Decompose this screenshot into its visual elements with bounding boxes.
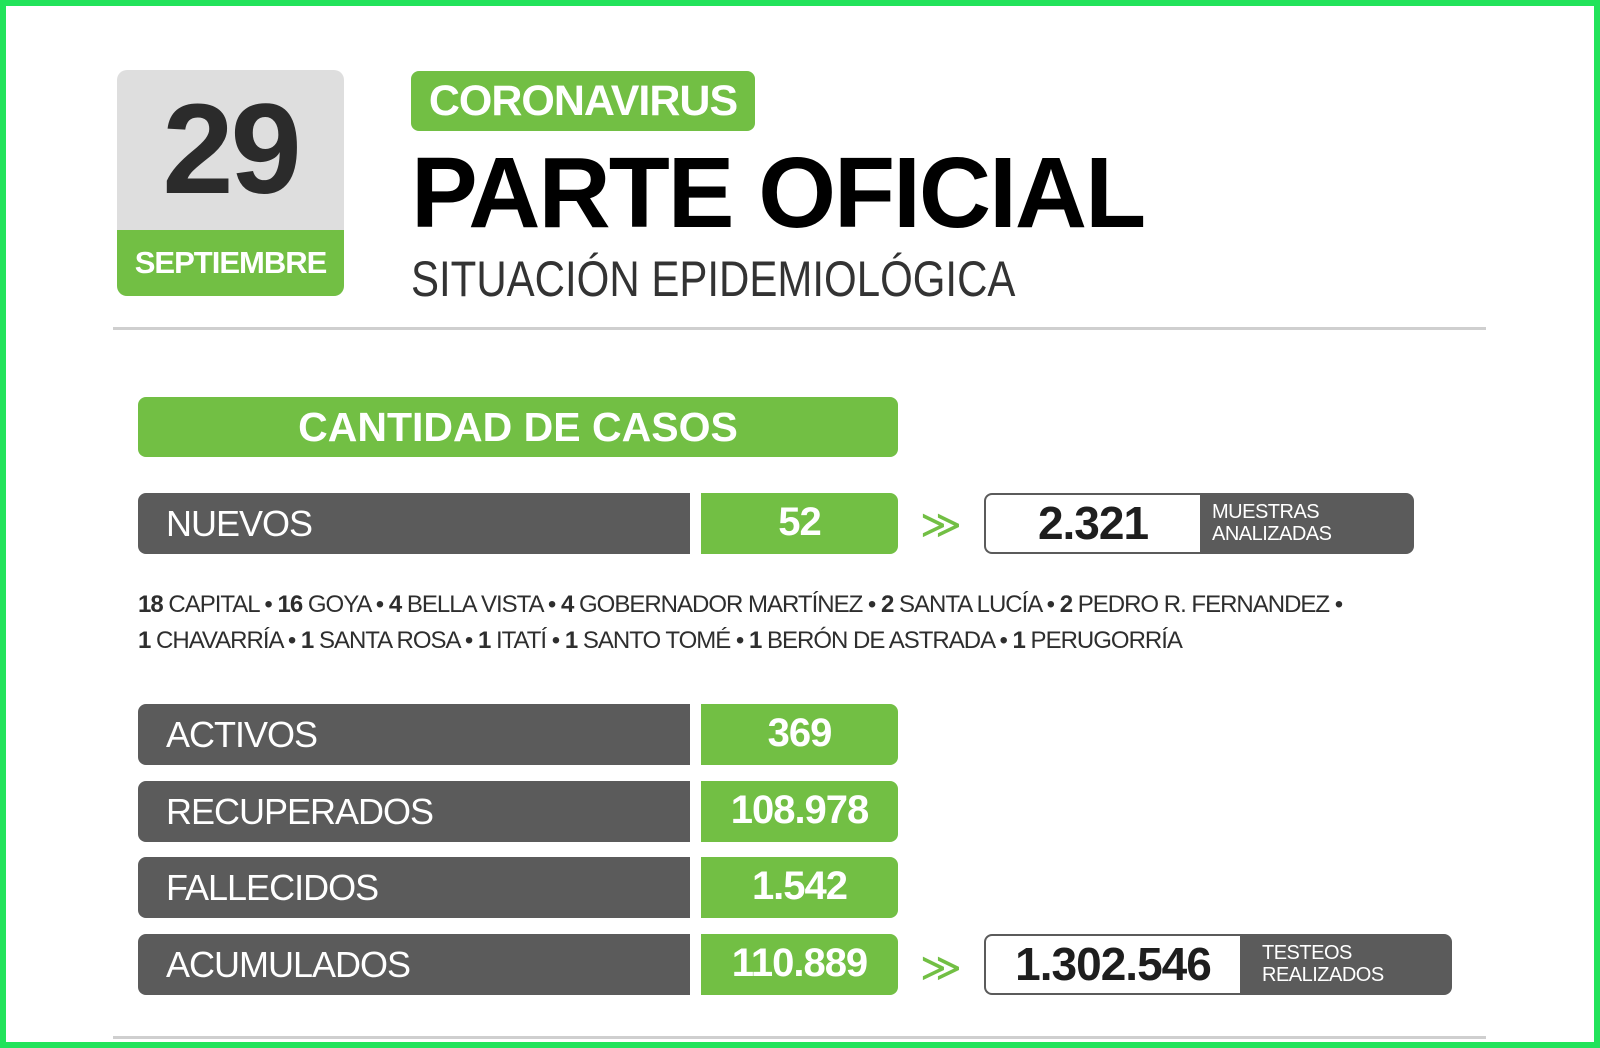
testeos-caption-line1: TESTEOS [1262, 942, 1352, 964]
locality-item: 1 PERUGORRÍA [1012, 627, 1183, 654]
locality-item: 4 GOBERNADOR MARTÍNEZ [560, 591, 863, 618]
locality-name: CHAVARRÍA [150, 627, 283, 654]
row-recuperados: RECUPERADOS 108.978 [138, 781, 898, 842]
row-acumulados: ACUMULADOS 110.889 [138, 934, 898, 995]
locality-separator: • [282, 627, 301, 654]
locality-item: 4 BELLA VISTA [388, 591, 543, 618]
locality-item: 1 CHAVARRÍA [138, 627, 283, 654]
locality-separator: • [862, 591, 881, 618]
row-label: NUEVOS [138, 493, 690, 554]
muestras-caption: MUESTRAS ANALIZADAS [1200, 493, 1414, 554]
testeos-caption: TESTEOS REALIZADOS [1240, 934, 1452, 995]
muestras-caption-line2: ANALIZADAS [1212, 523, 1332, 545]
locality-count: 18 [138, 591, 164, 618]
locality-name: BELLA VISTA [401, 591, 543, 618]
locality-count: 16 [277, 591, 303, 618]
locality-separator: • [993, 627, 1013, 654]
locality-count: 1 [749, 627, 762, 654]
locality-count: 2 [880, 591, 894, 618]
locality-name: SANTA LUCÍA [893, 591, 1042, 618]
locality-name: ITATÍ [490, 627, 547, 654]
locality-separator: • [1040, 591, 1060, 618]
locality-separator: • [258, 591, 278, 618]
locality-name: SANTO TOMÉ [577, 627, 731, 654]
muestras-caption-line1: MUESTRAS [1212, 501, 1320, 523]
locality-item: 1 SANTO TOMÉ [564, 627, 731, 654]
coronavirus-tag: CORONAVIRUS [411, 71, 755, 131]
row-value: 108.978 [701, 781, 898, 842]
locality-name: SANTA ROSA [313, 627, 460, 654]
page-title: PARTE OFICIAL [411, 137, 1146, 249]
row-label: ACTIVOS [138, 704, 690, 765]
row-label: RECUPERADOS [138, 781, 690, 842]
chevron-right-icon: ≫ [920, 946, 962, 990]
locality-count: 4 [560, 591, 574, 618]
locality-item: 1 BERÓN DE ASTRADA [749, 627, 995, 654]
locality-name: PERUGORRÍA [1024, 627, 1183, 654]
locality-name: CAPITAL [162, 591, 259, 618]
locality-item: 2 SANTA LUCÍA [880, 591, 1042, 618]
locality-name: GOBERNADOR MARTÍNEZ [573, 591, 863, 618]
row-value: 110.889 [701, 934, 898, 995]
locality-separator: • [1329, 591, 1343, 618]
section-title: CANTIDAD DE CASOS [138, 397, 898, 457]
locality-separator: • [542, 591, 561, 618]
locality-separator: • [459, 627, 478, 654]
locality-count: 1 [564, 627, 578, 654]
locality-name: PEDRO R. FERNANDEZ [1072, 591, 1330, 618]
testeos-caption-line2: REALIZADOS [1262, 964, 1384, 986]
locality-name: GOYA [302, 591, 371, 618]
locality-count: 1 [300, 627, 314, 654]
locality-count: 2 [1059, 591, 1073, 618]
muestras-value: 2.321 [984, 493, 1200, 554]
locality-separator: • [546, 627, 565, 654]
chevron-right-icon: ≫ [920, 503, 962, 547]
row-nuevos: NUEVOS 52 [138, 493, 898, 554]
row-label: FALLECIDOS [138, 857, 690, 918]
bottom-divider [113, 1036, 1486, 1039]
page-subtitle: SITUACIÓN EPIDEMIOLÓGICA [411, 251, 1016, 307]
locality-separator: • [370, 591, 389, 618]
locality-count: 1 [477, 627, 491, 654]
date-badge: 29 SEPTIEMBRE [117, 70, 344, 296]
row-fallecidos: FALLECIDOS 1.542 [138, 857, 898, 918]
row-value: 1.542 [701, 857, 898, 918]
locality-item: 1 SANTA ROSA [300, 627, 460, 654]
date-day: 29 [117, 70, 344, 230]
locality-count: 4 [388, 591, 402, 618]
row-activos: ACTIVOS 369 [138, 704, 898, 765]
locality-item: 2 PEDRO R. FERNANDEZ [1059, 591, 1330, 618]
row-value: 369 [701, 704, 898, 765]
locality-separator: • [730, 627, 750, 654]
row-value: 52 [701, 493, 898, 554]
top-divider [113, 327, 1486, 330]
row-label: ACUMULADOS [138, 934, 690, 995]
locality-item: 16 GOYA [277, 591, 371, 618]
locality-count: 1 [1012, 627, 1026, 654]
locality-name: BERÓN DE ASTRADA [761, 627, 995, 654]
locality-item: 18 CAPITAL [138, 591, 260, 618]
localities-list: 18 CAPITAL • 16 GOYA • 4 BELLA VISTA • 4… [138, 587, 1438, 659]
locality-item: 1 ITATÍ [477, 627, 547, 654]
testeos-value: 1.302.546 [984, 934, 1240, 995]
date-month: SEPTIEMBRE [117, 230, 344, 296]
locality-count: 1 [138, 627, 151, 654]
